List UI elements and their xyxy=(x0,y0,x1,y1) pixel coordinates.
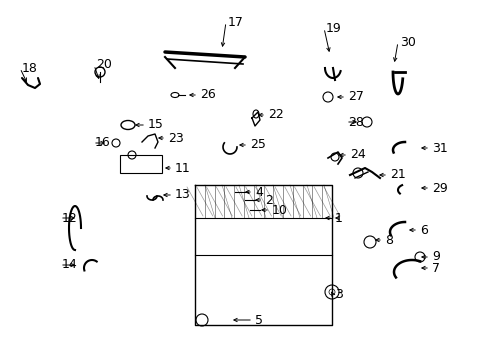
Text: 21: 21 xyxy=(389,168,405,181)
Text: 15: 15 xyxy=(148,118,163,131)
Text: 1: 1 xyxy=(334,211,342,225)
Text: 9: 9 xyxy=(431,251,439,264)
Text: 13: 13 xyxy=(175,189,190,202)
Text: 24: 24 xyxy=(349,148,365,162)
Text: 26: 26 xyxy=(200,89,215,102)
Text: 31: 31 xyxy=(431,141,447,154)
Text: 23: 23 xyxy=(168,131,183,144)
Text: 28: 28 xyxy=(347,116,363,129)
Text: 5: 5 xyxy=(254,314,263,327)
Text: 20: 20 xyxy=(96,58,112,72)
Text: 7: 7 xyxy=(431,261,439,274)
Text: 22: 22 xyxy=(267,108,283,122)
Text: 18: 18 xyxy=(22,62,38,75)
Text: 2: 2 xyxy=(264,194,272,207)
Text: 14: 14 xyxy=(62,258,78,271)
Text: 16: 16 xyxy=(95,136,110,149)
Text: 25: 25 xyxy=(249,139,265,152)
Text: 17: 17 xyxy=(227,15,244,28)
Text: 12: 12 xyxy=(62,211,78,225)
Bar xyxy=(120,155,162,173)
Text: 6: 6 xyxy=(419,224,427,237)
Text: 27: 27 xyxy=(347,90,363,104)
Text: 3: 3 xyxy=(334,288,342,302)
Text: 11: 11 xyxy=(175,162,190,175)
Text: 30: 30 xyxy=(399,36,415,49)
Text: 10: 10 xyxy=(271,203,287,216)
Text: 29: 29 xyxy=(431,181,447,194)
Text: 4: 4 xyxy=(254,185,263,198)
Text: 19: 19 xyxy=(325,22,341,35)
Text: 8: 8 xyxy=(384,234,392,247)
